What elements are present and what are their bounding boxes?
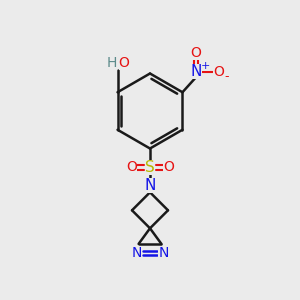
Text: H: H (107, 56, 117, 70)
Text: O: O (163, 160, 174, 174)
Text: O: O (119, 56, 130, 70)
Text: +: + (201, 61, 210, 71)
Text: O: O (126, 160, 137, 174)
Text: N: N (144, 178, 156, 193)
Text: O: O (190, 46, 201, 60)
Text: N: N (190, 64, 202, 80)
Text: O: O (213, 65, 224, 79)
Text: N: N (158, 246, 169, 260)
Text: S: S (145, 160, 155, 175)
Text: N: N (131, 246, 142, 260)
Text: -: - (225, 70, 229, 83)
